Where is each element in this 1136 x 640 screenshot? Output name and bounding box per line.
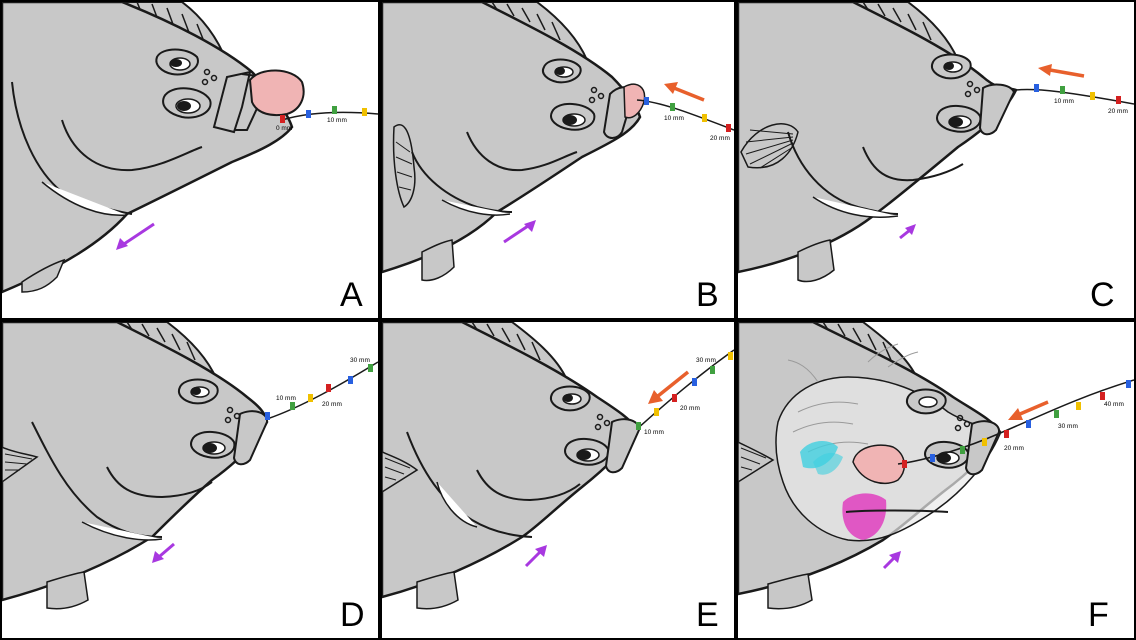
panel-label-f: F (1088, 596, 1109, 634)
panel-label-e: E (696, 596, 719, 634)
purple-arrow (882, 551, 901, 570)
scale-label-30mm: 30 mm (350, 357, 370, 364)
panel-d-illustration: 10 mm 20 mm 30 mm (2, 322, 378, 610)
scale-label-20mm: 20 mm (1108, 108, 1128, 115)
panel-label-b: B (696, 276, 719, 314)
panel-a-illustration: 0 mm 10 mm (2, 2, 378, 294)
panel-label-a: A (340, 276, 363, 314)
panel-c: 10 mm 20 mm C (738, 2, 1134, 318)
orange-arrow (664, 82, 705, 102)
orange-arrow (1008, 400, 1049, 420)
scale-label-10mm: 10 mm (327, 117, 347, 124)
panel-d: 10 mm 20 mm 30 mm D (2, 322, 378, 638)
orange-arrow (648, 370, 690, 404)
scale-label-20mm: 20 mm (710, 135, 730, 142)
panel-f: 20 mm 30 mm 40 mm F (738, 322, 1134, 638)
scale-label-10mm: 10 mm (1054, 98, 1074, 105)
panel-f-illustration: 20 mm 30 mm 40 mm (738, 322, 1134, 610)
scale-label-20mm: 20 mm (1004, 445, 1024, 452)
scale-label-20mm: 20 mm (322, 401, 342, 408)
panel-b: 10 mm 20 mm B (382, 2, 734, 318)
panel-label-c: C (1090, 276, 1115, 314)
purple-arrow (152, 542, 175, 563)
scale-label-30mm: 30 mm (696, 357, 716, 364)
orange-arrow (1038, 64, 1085, 78)
panel-label-d: D (340, 596, 365, 634)
purple-arrow (503, 220, 536, 244)
purple-arrow (524, 545, 547, 568)
scale-label-10mm: 10 mm (276, 395, 296, 402)
panel-e: 10 mm 20 mm 30 mm E (382, 322, 734, 638)
purple-arrow (116, 222, 155, 250)
scale-label-20mm: 20 mm (680, 405, 700, 412)
panel-e-illustration: 10 mm 20 mm 30 mm (382, 322, 734, 610)
scale-label-40mm: 40 mm (1104, 401, 1124, 408)
scale-label-10mm: 10 mm (644, 429, 664, 436)
scale-label-10mm: 10 mm (664, 115, 684, 122)
panel-b-illustration: 10 mm 20 mm (382, 2, 734, 282)
panel-c-illustration: 10 mm 20 mm (738, 2, 1134, 283)
purple-arrow (899, 224, 916, 240)
panel-a: 0 mm 10 mm A (2, 2, 378, 318)
scale-label-0mm: 0 mm (276, 125, 292, 132)
scale-label-30mm: 30 mm (1058, 423, 1078, 430)
